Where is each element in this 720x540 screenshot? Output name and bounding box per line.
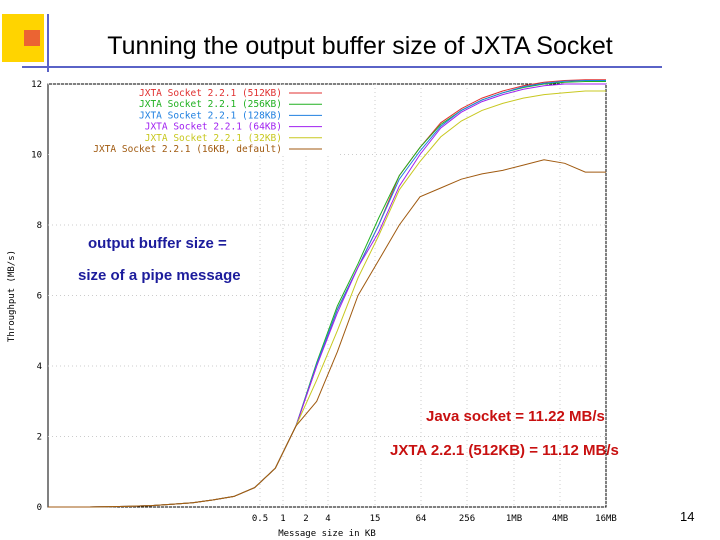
legend-label-s256: JXTA Socket 2.2.1 (256KB) [139,99,282,110]
x-tick-label: 4 [325,514,330,524]
x-axis-label: Message size in KB [278,529,376,539]
x-tick-label: 15 [370,514,381,524]
x-tick-label: 0.5 [252,514,268,524]
x-tick-label: 64 [416,514,427,524]
y-tick-label: 4 [37,362,42,372]
decorative-red-square [24,30,40,46]
x-tick-label: 4MB [552,514,568,524]
x-tick-label: 2 [303,514,308,524]
y-axis-label: Throughput (MB/s) [7,250,17,342]
legend-label-s64: JXTA Socket 2.2.1 (64KB) [145,122,282,133]
legend-box [52,86,340,156]
buffer-note-line2: size of a pipe message [78,267,241,284]
legend-label-s16: JXTA Socket 2.2.1 (16KB, default) [93,144,282,155]
y-tick-label: 12 [31,80,42,90]
y-tick-label: 0 [37,503,42,513]
series-line-s16 [48,159,606,508]
x-tick-label: 1MB [506,514,522,524]
legend-label-s32: JXTA Socket 2.2.1 (32KB) [145,133,282,144]
y-tick-label: 10 [31,151,42,161]
slide-title: Tunning the output buffer size of JXTA S… [107,32,613,60]
x-tick-label: 16MB [595,514,617,524]
decorative-horizontal-rule [22,66,662,68]
java-socket-note: Java socket = 11.22 MB/s [426,408,605,425]
jxta-socket-note: JXTA 2.2.1 (512KB) = 11.12 MB/s [390,442,619,459]
y-tick-label: 8 [37,221,42,231]
legend-label-s128: JXTA Socket 2.2.1 (128KB) [139,110,282,121]
decorative-vertical-rule [47,14,49,72]
page-number: 14 [680,509,695,524]
x-tick-label: 1 [280,514,285,524]
y-tick-label: 6 [37,292,42,302]
legend-label-s512: JXTA Socket 2.2.1 (512KB) [139,88,282,99]
buffer-note-line1: output buffer size = [88,235,227,252]
y-tick-label: 2 [37,433,42,443]
x-tick-label: 256 [459,514,475,524]
